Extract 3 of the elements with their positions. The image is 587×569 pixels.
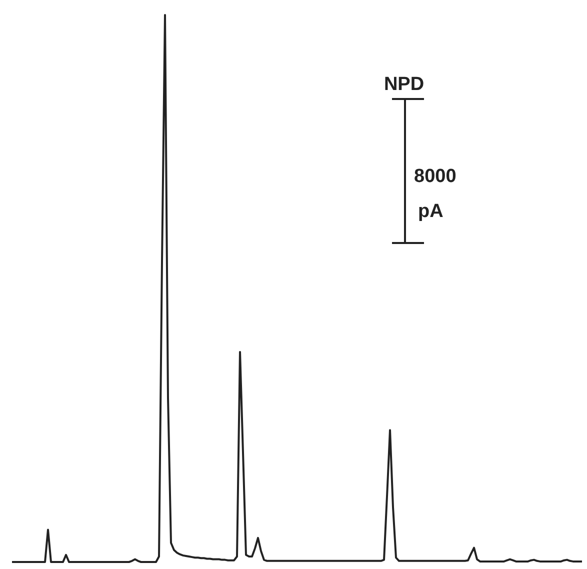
annotation: NPD — [384, 74, 424, 95]
annotation: pA — [418, 201, 444, 222]
annotation: 8000 — [414, 166, 456, 187]
